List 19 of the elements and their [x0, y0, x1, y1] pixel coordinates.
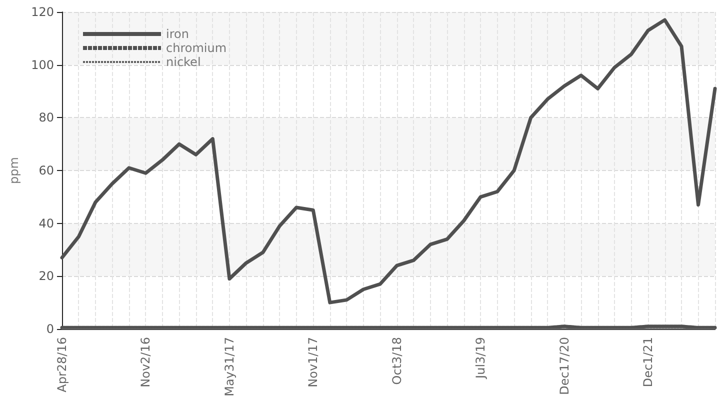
y-tick-label: 80: [38, 110, 54, 125]
legend-label: nickel: [166, 55, 201, 69]
x-tick-label: Nov1/17: [306, 337, 320, 388]
y-tick-label: 100: [31, 58, 54, 72]
x-tick-label: Apr28/16: [55, 337, 69, 392]
x-tick-label: Oct3/18: [390, 337, 404, 385]
y-tick-label: 40: [38, 216, 54, 230]
x-tick-label: Dec1/21: [641, 337, 656, 388]
x-tick-label: Nov2/16: [138, 337, 153, 388]
text: iron: [166, 27, 189, 41]
x-tick-label: Jul3/19: [474, 337, 488, 380]
x-tick-label: May31/17: [222, 337, 236, 396]
x-tick-label: Dec17/20: [557, 337, 572, 395]
y-tick-label: 0: [46, 322, 54, 336]
y-tick-label: 60: [38, 164, 54, 178]
y-tick-label: 120: [31, 5, 54, 19]
legend-label: chromium: [166, 41, 227, 55]
y-tick-label: 20: [38, 269, 54, 284]
y-axis-title: ppm: [7, 157, 22, 184]
